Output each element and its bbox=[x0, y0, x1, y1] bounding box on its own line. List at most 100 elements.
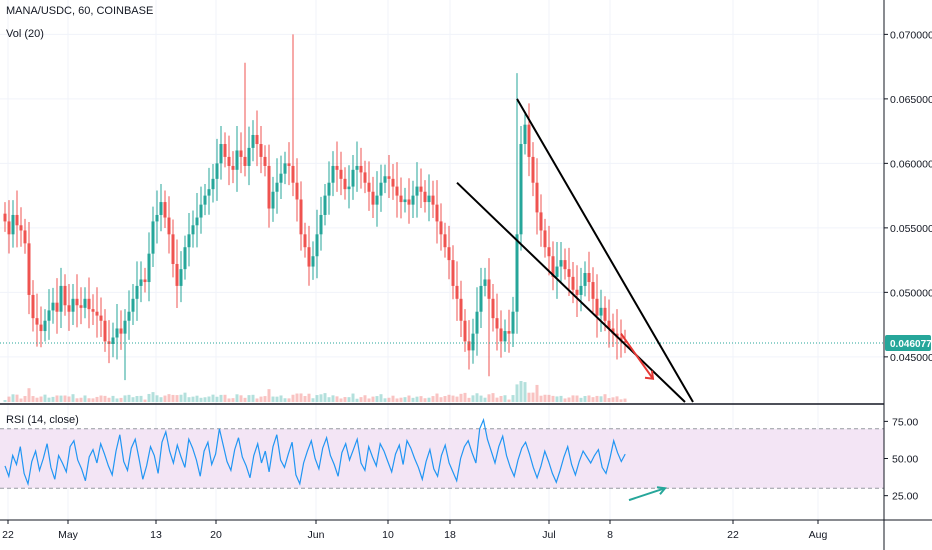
volume-bar bbox=[375, 396, 379, 402]
candle-body bbox=[231, 165, 235, 170]
volume-bar bbox=[35, 397, 39, 402]
volume-bar bbox=[287, 398, 291, 402]
volume-bar bbox=[307, 393, 311, 402]
candle-body bbox=[123, 320, 127, 334]
candles[interactable] bbox=[3, 34, 627, 381]
volume-bar bbox=[99, 395, 103, 402]
candle-body bbox=[111, 337, 115, 344]
candle-body bbox=[571, 276, 575, 290]
symbol-title[interactable]: MANA/USDC, 60, COINBASE bbox=[6, 5, 154, 17]
volume-bar bbox=[563, 398, 567, 402]
candle-body bbox=[503, 331, 507, 342]
candle-body bbox=[603, 307, 607, 321]
price-axis[interactable]: 0.070000 0.065000 0.060000 0.055000 0.050000… bbox=[884, 29, 932, 364]
candle-body bbox=[479, 285, 483, 312]
candle-body bbox=[395, 186, 399, 196]
volume-bar bbox=[459, 393, 463, 402]
volume-bar bbox=[367, 398, 371, 402]
candle-body bbox=[495, 318, 499, 329]
volume-bar bbox=[503, 395, 507, 402]
rsi-label[interactable]: RSI (14, close) bbox=[6, 414, 79, 426]
candle-body bbox=[71, 298, 75, 312]
volume-bar bbox=[39, 396, 43, 402]
price-tick-label: 0.045000 bbox=[890, 352, 932, 364]
candle-body bbox=[163, 202, 167, 218]
candle-body bbox=[547, 247, 551, 257]
candle-body bbox=[307, 247, 311, 267]
volume-bar bbox=[551, 395, 555, 402]
volume-bar bbox=[591, 397, 595, 402]
volume-bar bbox=[515, 384, 519, 402]
candle-body bbox=[463, 320, 467, 342]
candle-body bbox=[499, 328, 503, 342]
candle-body bbox=[167, 217, 171, 235]
volume-bars bbox=[3, 381, 627, 402]
candle-body bbox=[607, 320, 611, 329]
candle-body bbox=[211, 178, 215, 190]
candle-body bbox=[103, 320, 107, 342]
candle-body bbox=[367, 182, 371, 192]
volume-bar bbox=[167, 394, 171, 402]
candle-body bbox=[199, 204, 203, 218]
volume-bar bbox=[227, 398, 231, 402]
volume-bar bbox=[355, 398, 359, 402]
candle-body bbox=[43, 320, 47, 332]
up-arrow-head bbox=[656, 486, 667, 495]
candle-body bbox=[223, 144, 227, 157]
candle-body bbox=[435, 204, 439, 222]
candle-body bbox=[455, 285, 459, 299]
volume-bar bbox=[183, 392, 187, 402]
volume-bar bbox=[43, 394, 47, 402]
candle-body bbox=[535, 182, 539, 213]
time-tick-label: May bbox=[58, 529, 79, 541]
volume-bar bbox=[75, 398, 79, 402]
candle-body bbox=[99, 315, 103, 321]
price-tick-label: 0.065000 bbox=[890, 94, 932, 106]
volume-bar bbox=[595, 395, 599, 402]
candle-body bbox=[515, 234, 519, 312]
time-tick-label: 8 bbox=[607, 529, 613, 541]
candle-body bbox=[203, 195, 207, 205]
candle-body bbox=[591, 282, 595, 299]
time-tick-label: Jul bbox=[542, 529, 555, 541]
candle-body bbox=[55, 302, 59, 312]
volume-bar bbox=[255, 398, 259, 402]
candle-body bbox=[311, 256, 315, 267]
volume-bar bbox=[267, 389, 271, 402]
rsi-axis[interactable]: 75.00 50.00 25.00 bbox=[884, 416, 918, 503]
candle-body bbox=[279, 173, 283, 183]
candle-body bbox=[551, 256, 555, 277]
volume-bar bbox=[323, 393, 327, 402]
candle-body bbox=[339, 169, 343, 179]
candle-body bbox=[407, 199, 411, 205]
volume-bar bbox=[83, 395, 87, 402]
volume-label[interactable]: Vol (20) bbox=[6, 28, 44, 40]
volume-bar bbox=[475, 393, 479, 402]
volume-bar bbox=[71, 394, 75, 402]
volume-bar bbox=[115, 398, 119, 402]
volume-bar bbox=[155, 395, 159, 402]
volume-bar bbox=[423, 398, 427, 402]
volume-bar bbox=[363, 395, 367, 402]
volume-bar bbox=[415, 396, 419, 402]
volume-bar bbox=[383, 398, 387, 402]
volume-bar bbox=[587, 395, 591, 402]
time-axis[interactable]: 22 May 13 20 Jun 10 18 Jul 8 22 Aug bbox=[2, 520, 827, 541]
volume-bar bbox=[519, 381, 523, 402]
candle-body bbox=[67, 305, 71, 312]
rsi-band bbox=[0, 428, 884, 489]
candle-body bbox=[227, 156, 231, 166]
candle-body bbox=[115, 328, 119, 338]
candle-body bbox=[219, 144, 223, 164]
candle-body bbox=[543, 230, 547, 248]
rsi-tick-label: 50.00 bbox=[892, 454, 918, 466]
volume-bar bbox=[291, 394, 295, 402]
candle-body bbox=[611, 328, 615, 334]
volume-bar bbox=[19, 398, 23, 402]
candle-body bbox=[3, 213, 7, 222]
candle-body bbox=[595, 298, 599, 316]
candle-body bbox=[87, 298, 91, 310]
candle-body bbox=[191, 225, 195, 235]
candle-body bbox=[363, 172, 367, 183]
